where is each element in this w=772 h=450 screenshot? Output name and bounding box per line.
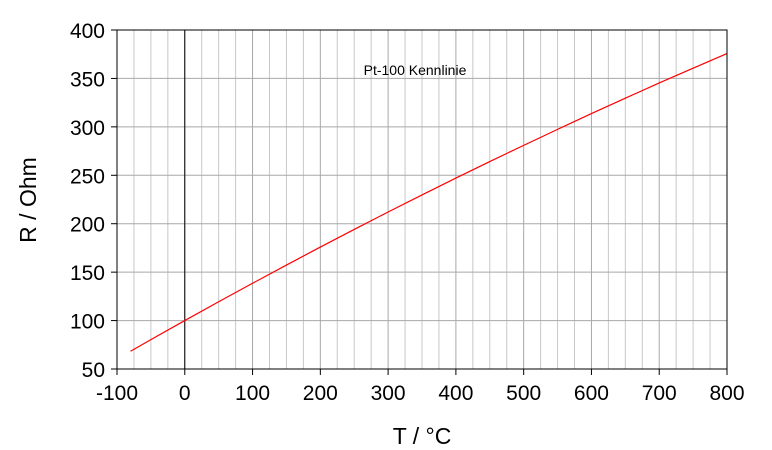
y-tick-label: 100 <box>70 311 105 334</box>
x-tick-label: 700 <box>642 382 677 405</box>
series-layer <box>130 52 728 352</box>
plot-frame <box>116 29 728 370</box>
y-tick-label: 350 <box>70 68 105 91</box>
y-axis-title: R / Ohm <box>15 157 41 243</box>
x-tick-label: 500 <box>506 382 541 405</box>
y-tick-label: 150 <box>70 262 105 285</box>
x-tick-label: 800 <box>709 382 744 405</box>
grid-major <box>117 30 727 369</box>
x-axis-title: T / °C <box>393 423 452 449</box>
chart-title: Pt-100 Kennlinie <box>364 62 467 78</box>
grid-minor <box>133 30 711 369</box>
x-tick-label: 600 <box>574 382 609 405</box>
x-tick-label: 0 <box>179 382 191 405</box>
x-tick-label: 400 <box>438 382 473 405</box>
y-tick-label: 300 <box>70 117 105 140</box>
y-tick-label: 200 <box>70 214 105 237</box>
x-tick-label: 200 <box>303 382 338 405</box>
series-line <box>130 52 728 352</box>
y-tick-label: 400 <box>70 20 105 43</box>
y-tick-label: 50 <box>82 359 105 382</box>
x-tick-label: 300 <box>371 382 406 405</box>
tick-layer: -100 0 100 200 300 400 500 600 700 800 50 100 150 200… <box>70 20 745 405</box>
y-tick-label: 250 <box>70 165 105 188</box>
x-tick-label: -100 <box>96 382 138 405</box>
x-tick-label: 100 <box>235 382 270 405</box>
